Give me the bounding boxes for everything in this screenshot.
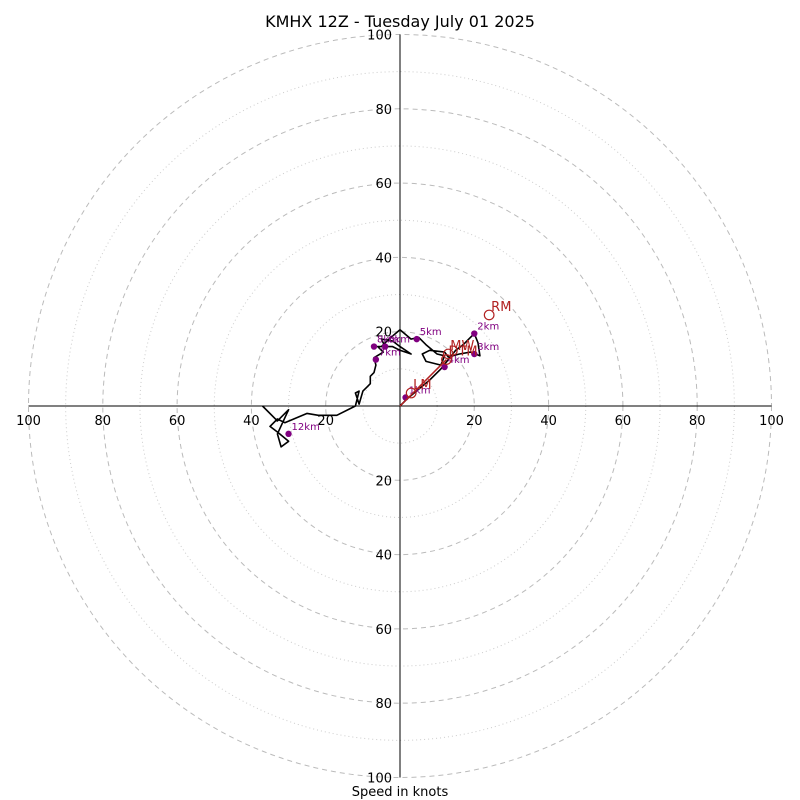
height-marker-label-1km: 1km <box>409 385 431 396</box>
tick-up-20: 20 <box>375 326 392 341</box>
tick-down-60: 60 <box>375 623 392 638</box>
height-marker-label-2km: 2km <box>477 322 499 333</box>
tick-right-60: 60 <box>615 414 632 429</box>
tick-up-100: 100 <box>367 29 392 44</box>
x-axis-label: Speed in knots <box>352 785 449 800</box>
height-marker-3km <box>471 350 478 358</box>
motion-marker-LM <box>405 387 417 399</box>
tick-left-60: 60 <box>169 414 186 429</box>
height-marker-5km <box>413 335 420 343</box>
height-marker-label-4km: 4km <box>448 355 470 366</box>
tick-up-40: 40 <box>375 251 392 266</box>
tick-right-100: 100 <box>759 414 784 429</box>
height-marker-12km <box>285 430 292 438</box>
motion-marker-DTM <box>441 354 452 365</box>
motion-marker-RM <box>483 309 495 321</box>
storm-motion-vector <box>399 359 447 407</box>
motion-marker-label-RM: RM <box>491 300 511 315</box>
tick-right-40: 40 <box>540 414 557 429</box>
height-marker-label-7km: 7km <box>379 348 401 359</box>
hodograph-trace-group <box>261 328 481 448</box>
height-marker-4km <box>441 363 448 371</box>
tick-right-80: 80 <box>689 414 706 429</box>
tick-labels: 20 20 20 20 40 40 40 40 60 60 60 60 80 80 80 80 100 100 10… <box>16 29 784 787</box>
height-marker-2km <box>471 330 478 337</box>
tick-down-20: 20 <box>375 474 392 489</box>
height-marker-label-12km: 12km <box>292 422 320 433</box>
tick-left-100: 100 <box>16 414 41 429</box>
motion-marker-label-MW: MW <box>450 339 474 354</box>
motion-marker-label-LM: LM <box>413 378 431 393</box>
tick-down-40: 40 <box>375 549 392 564</box>
height-markers: 1km 2km 3km 4km 5km 6km 7km 8km 12km <box>285 322 499 438</box>
tick-up-80: 80 <box>375 103 392 118</box>
height-marker-7km <box>372 356 380 363</box>
height-marker-label-5km: 5km <box>420 327 442 338</box>
tick-left-80: 80 <box>95 414 112 429</box>
height-marker-8km <box>370 343 378 350</box>
tick-down-100: 100 <box>367 772 392 787</box>
height-marker-label-6km: 6km <box>388 335 410 346</box>
motion-marker-label-DTM: DTM <box>448 345 477 360</box>
height-marker-label-8km: 8km <box>377 335 399 346</box>
motion-marker-MW <box>442 348 454 360</box>
tick-up-60: 60 <box>375 177 392 192</box>
chart-title: KMHX 12Z - Tuesday July 01 2025 <box>265 12 535 31</box>
height-marker-6km <box>381 343 389 350</box>
tick-left-20: 20 <box>317 414 334 429</box>
tick-left-40: 40 <box>243 414 260 429</box>
hodograph-trace <box>261 328 481 448</box>
tick-down-80: 80 <box>375 697 392 712</box>
tick-right-20: 20 <box>466 414 483 429</box>
height-marker-label-3km: 3km <box>477 342 499 353</box>
